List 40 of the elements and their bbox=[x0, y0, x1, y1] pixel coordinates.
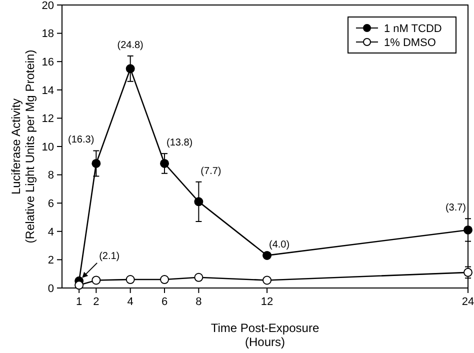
y-tick-label: 18 bbox=[42, 28, 54, 40]
annotation: (3.7) bbox=[445, 202, 466, 214]
y-tick-label: 16 bbox=[42, 56, 54, 68]
y-tick-label: 8 bbox=[48, 170, 54, 182]
y-tick-label: 14 bbox=[42, 84, 54, 97]
x-tick-label: 12 bbox=[260, 296, 274, 308]
x-tick-label: 24 bbox=[462, 296, 474, 308]
x-tick-label: 6 bbox=[161, 296, 168, 308]
annotation: (4.0) bbox=[269, 239, 290, 250]
point bbox=[160, 275, 170, 284]
annotation: (16.3) bbox=[68, 134, 94, 146]
point bbox=[92, 158, 101, 168]
y-tick-label: 0 bbox=[48, 282, 54, 295]
x-tick-label: 8 bbox=[196, 296, 202, 308]
x-tick-label: 2 bbox=[93, 296, 100, 308]
y-tick-label: 10 bbox=[42, 141, 54, 154]
point bbox=[74, 280, 84, 290]
annotation: (7.7) bbox=[200, 166, 222, 177]
y-tick-label: 2 bbox=[48, 254, 54, 267]
x-tick-label: 4 bbox=[127, 296, 134, 308]
y-axis-title: Luciferase Activity (Relative Light Units per Mg Protein) bbox=[9, 50, 37, 244]
x-axis-title: Time Post-Exposure (Hours) bbox=[210, 321, 320, 349]
y-tick-label: 20 bbox=[42, 0, 54, 12]
point bbox=[194, 197, 204, 206]
annotation: (13.8) bbox=[166, 138, 193, 149]
point bbox=[126, 64, 135, 74]
x-tick-label: 1 bbox=[76, 296, 82, 308]
point bbox=[92, 276, 101, 285]
legend-label: 1 nM TCDD bbox=[384, 22, 442, 35]
y-tick-label: 12 bbox=[42, 113, 54, 126]
annotation: (24.8) bbox=[117, 40, 144, 51]
point bbox=[464, 225, 472, 234]
y-tick-label: 6 bbox=[48, 198, 54, 210]
point bbox=[160, 158, 170, 168]
annotation: (2.1) bbox=[99, 250, 120, 262]
point bbox=[194, 272, 204, 282]
point bbox=[464, 268, 472, 277]
y-tick-label: 4 bbox=[48, 226, 54, 238]
point bbox=[126, 275, 135, 284]
legend-label: 1% DMSO bbox=[384, 36, 436, 49]
